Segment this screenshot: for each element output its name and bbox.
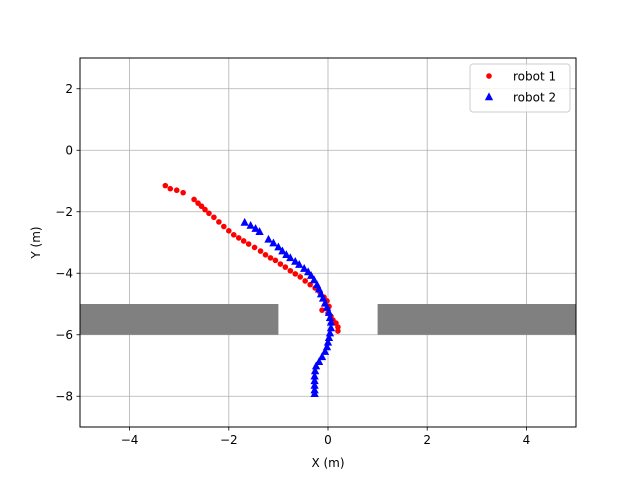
robot-2-point [310, 380, 319, 389]
robot-2-point [324, 333, 334, 342]
robot-1-point [272, 257, 279, 264]
robot-1-point [202, 206, 208, 213]
y-tick-label: −2 [55, 205, 73, 219]
legend-label: robot 2 [513, 91, 556, 105]
robot-2-point [306, 271, 316, 279]
robot-1-point [211, 214, 217, 221]
series-2 [240, 217, 336, 398]
obstacle-rect [80, 304, 279, 335]
robot-2-point [314, 357, 324, 366]
robot-1-point [162, 182, 169, 189]
legend-box [469, 63, 571, 113]
robot-2-point [264, 234, 273, 243]
robot-2-point [317, 352, 327, 361]
robot-1-point [335, 328, 341, 334]
robot-1-point [206, 210, 212, 217]
y-tick-label: −4 [55, 266, 73, 280]
legend-circle-marker [486, 73, 492, 79]
robot-1-point [191, 196, 197, 203]
robot-2-point [274, 242, 283, 251]
y-tick-label: 0 [65, 143, 73, 157]
robot-1-point [302, 278, 308, 284]
robot-2-point [300, 264, 309, 272]
robot-2-point [291, 256, 300, 265]
robot-2-point [251, 224, 260, 232]
robot-2-point [246, 220, 255, 229]
legend-triangle-marker [484, 92, 494, 101]
robot-1-point [167, 185, 174, 192]
robot-2-point [325, 328, 335, 337]
x-tick-label: −2 [220, 433, 238, 447]
robot-2-point [295, 260, 304, 268]
robot-1-point [251, 244, 258, 251]
robot-2-point [324, 308, 334, 316]
legend: robot 1 robot 2 [469, 63, 571, 113]
robot-1-point [335, 324, 341, 330]
robot-1-point [257, 248, 264, 254]
robot-2-point [326, 323, 336, 332]
robot-2-point [310, 366, 320, 375]
robot-2-point [310, 376, 319, 385]
robot-1-point [216, 219, 222, 225]
robot-1-point [282, 264, 289, 270]
obstacles [80, 304, 576, 335]
robot-1-point [230, 232, 237, 238]
grid [80, 58, 576, 427]
y-tick-label: −6 [55, 328, 73, 342]
robot-1-point [287, 267, 294, 274]
robot-1-point [240, 238, 247, 244]
robot-1-point [198, 203, 205, 210]
y-axis-label: Y (m) [29, 226, 43, 259]
robot-1-point [292, 271, 299, 277]
x-tick-label: 2 [423, 433, 431, 447]
y-tick-label: −8 [55, 389, 73, 403]
robot-1-point [173, 187, 180, 194]
robot-2-point [282, 250, 291, 259]
robot-1-point [277, 261, 284, 267]
data-series [162, 182, 341, 398]
robot-1-point [180, 189, 186, 196]
robot-2-point [325, 313, 335, 322]
robot-1-point [267, 255, 274, 261]
robot-2-point [286, 253, 295, 262]
plot-area [79, 57, 577, 428]
robot-2-point [240, 217, 249, 226]
robot-1-point [226, 228, 232, 234]
robot-2-point [326, 317, 336, 326]
robot-2-point [309, 275, 319, 284]
robot-1-point [262, 252, 269, 258]
robot-2-point [310, 389, 319, 398]
robot-2-point [278, 246, 287, 255]
x-tick-label: 0 [324, 433, 332, 447]
robot-1-point [245, 241, 252, 247]
x-tick-label: 4 [523, 433, 531, 447]
robot-1-point [235, 235, 242, 241]
robot-1-point [297, 274, 304, 280]
obstacle-rect [377, 304, 576, 335]
robot-2-point [269, 238, 278, 247]
robot-2-point [310, 371, 319, 380]
legend-label: robot 1 [513, 70, 556, 84]
x-tick-label: −4 [121, 433, 139, 447]
robot-2-point [255, 227, 264, 235]
robot-1-point [319, 307, 325, 313]
robot-2-point [311, 361, 321, 370]
ticks: −4 −2 0 2 4 2 0 −2 −4 −6 −8 [55, 82, 530, 447]
robot-2-point [323, 337, 333, 346]
y-tick-label: 2 [65, 82, 73, 96]
x-axis-label: X (m) [311, 456, 344, 470]
robot-1-point [221, 223, 227, 230]
robot-2-point [320, 347, 330, 355]
